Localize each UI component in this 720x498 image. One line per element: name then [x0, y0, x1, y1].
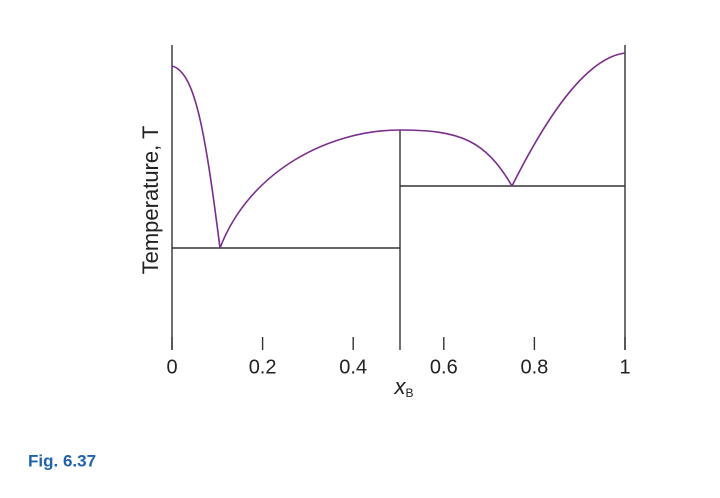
x-tick-label: 0.2	[249, 356, 277, 378]
x-tick-label: 1	[619, 356, 630, 378]
x-tick-label: 0	[166, 356, 177, 378]
x-axis-label: xB	[393, 374, 413, 400]
x-tick-label: 0.6	[430, 356, 458, 378]
liquidus-curve	[171, 65, 221, 249]
x-tick-label: 0.4	[339, 356, 367, 378]
x-axis-symbol: x	[393, 374, 406, 399]
liquidus-curve	[511, 52, 626, 187]
frame	[171, 45, 626, 350]
y-axis-label: Temperature, T	[138, 126, 163, 275]
figure-caption: Fig. 6.37	[28, 451, 96, 470]
liquidus-curve	[219, 129, 513, 249]
x-axis-subscript: B	[405, 386, 413, 400]
liquidus	[171, 52, 626, 249]
x-tick-label: 0.8	[520, 356, 548, 378]
